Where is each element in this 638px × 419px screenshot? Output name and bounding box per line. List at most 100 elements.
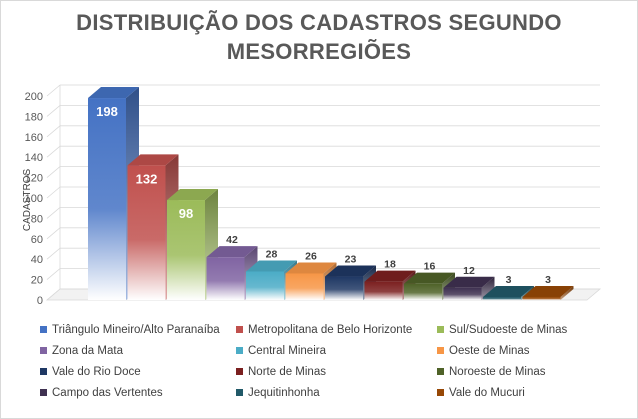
bar-front (285, 273, 324, 300)
legend-label: Zona da Mata (52, 344, 123, 357)
y-tick-label: 120 (25, 173, 43, 185)
data-label: 3 (506, 274, 512, 286)
bar-top (167, 189, 218, 201)
data-label: 18 (384, 259, 396, 271)
chart-title-line-1: DISTRIBUIÇÃO DOS CADASTROS SEGUNDO (76, 10, 562, 35)
legend-swatch (40, 389, 47, 396)
gridline-side (46, 268, 61, 280)
bar-12 (522, 285, 574, 300)
legend-item: Zona da Mata (40, 342, 236, 359)
legend-item: Oeste de Minas (437, 342, 620, 359)
gridline-side (46, 166, 61, 178)
legend-swatch (236, 368, 243, 375)
bar-top (206, 246, 258, 258)
gridline-side (46, 288, 61, 301)
legend-label: Sul/Sudoeste de Minas (449, 323, 568, 336)
y-tick-label: 0 (37, 295, 43, 307)
bar-top (483, 285, 534, 297)
data-label: 23 (345, 254, 357, 266)
gridline-side (46, 84, 61, 97)
bar-front (127, 165, 166, 300)
legend-item: Norte de Minas (236, 363, 437, 380)
gridline-side (46, 186, 61, 199)
legend: Triângulo Mineiro/Alto Paranaíba Metropol… (40, 321, 620, 401)
legend-swatch (236, 389, 243, 396)
y-tick-label: 160 (25, 132, 43, 144)
gridline-side (46, 145, 61, 158)
bar-front (443, 287, 482, 300)
legend-swatch (236, 347, 243, 354)
data-label: 42 (226, 234, 238, 246)
chart-title-line-2: MESORREGIÕES (226, 39, 412, 64)
data-label: 98 (179, 206, 193, 221)
legend-swatch (40, 326, 47, 333)
legend-label: Noroeste de Minas (449, 365, 546, 378)
bar-side (481, 276, 495, 300)
y-tick-label: 80 (31, 213, 43, 225)
bar-front (522, 296, 561, 300)
y-tick-label: 180 (25, 111, 43, 123)
legend-swatch (437, 389, 444, 396)
data-label: 198 (96, 104, 118, 119)
y-axis-title: CADASTROS (22, 169, 33, 232)
bar-top (285, 262, 337, 274)
gridline-side (46, 247, 61, 260)
bar-top (522, 285, 574, 297)
legend-label: Jequitinhonha (248, 386, 320, 399)
legend-item: Sul/Sudoeste de Minas (437, 321, 620, 338)
gridline-side (46, 207, 61, 219)
y-tick-label: 20 (31, 275, 43, 287)
bar-top (325, 265, 376, 277)
bar-2 (127, 154, 179, 300)
bar-front (325, 276, 363, 300)
bar-top (246, 260, 297, 272)
bar-front (483, 296, 521, 300)
legend-swatch (437, 326, 444, 333)
bar-front (364, 281, 403, 300)
y-tick-label: 100 (25, 193, 43, 205)
y-tick-label: 200 (25, 91, 43, 103)
legend-item: Jequitinhonha (236, 384, 437, 401)
bar-top (127, 154, 179, 166)
gridline-side (46, 227, 61, 240)
legend-label: Metropolitana de Belo Horizonte (248, 323, 413, 336)
bar-front (246, 271, 284, 300)
gridline-side (46, 125, 61, 138)
data-label: 16 (424, 261, 436, 273)
bar-front (404, 283, 442, 300)
y-tick-label: 40 (31, 254, 43, 266)
legend-label: Campo das Vertentes (52, 386, 163, 399)
bar-top (88, 87, 139, 99)
bar-10 (443, 276, 495, 300)
legend-label: Central Mineira (248, 344, 326, 357)
bar-front (206, 257, 245, 300)
bar-front (167, 200, 205, 300)
bar-top (443, 276, 495, 288)
legend-item: Campo das Vertentes (40, 384, 236, 401)
legend-item: Central Mineira (236, 342, 437, 359)
legend-swatch (437, 347, 444, 354)
bar-4 (206, 246, 258, 300)
data-label: 26 (305, 250, 317, 262)
legend-label: Vale do Mucuri (449, 386, 525, 399)
data-label: 3 (545, 274, 551, 286)
legend-label: Norte de Minas (248, 365, 326, 378)
bar-top (404, 272, 455, 284)
legend-item: Noroeste de Minas (437, 363, 620, 380)
legend-label: Vale do Rio Doce (52, 365, 141, 378)
legend-swatch (437, 368, 444, 375)
data-label: 132 (136, 171, 158, 186)
legend-swatch (236, 326, 243, 333)
y-tick-label: 140 (25, 152, 43, 164)
legend-item: Triângulo Mineiro/Alto Paranaíba (40, 321, 236, 338)
y-tick-label: 60 (31, 234, 43, 246)
legend-swatch (40, 368, 47, 375)
legend-label: Oeste de Minas (449, 344, 530, 357)
bar-top (364, 270, 416, 282)
bar-side (560, 285, 574, 300)
gridline-side (46, 105, 61, 117)
legend-label: Triângulo Mineiro/Alto Paranaíba (52, 323, 220, 336)
chart-title: DISTRIBUIÇÃO DOS CADASTROS SEGUNDO MESOR… (0, 8, 638, 66)
data-label: 12 (463, 265, 475, 277)
